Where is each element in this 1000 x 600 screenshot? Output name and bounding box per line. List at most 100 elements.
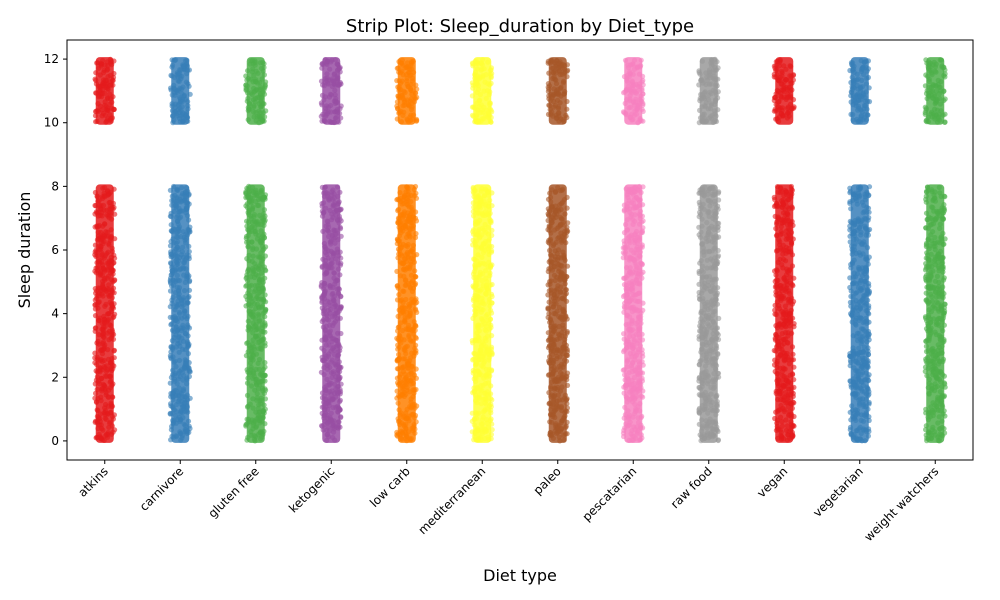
data-point — [476, 104, 482, 110]
data-point — [405, 255, 411, 261]
data-point — [702, 184, 708, 190]
data-point — [477, 217, 483, 223]
data-point — [551, 364, 557, 371]
data-point — [328, 410, 334, 416]
data-point — [699, 274, 705, 280]
data-point — [471, 422, 477, 428]
data-point — [395, 285, 401, 291]
data-point — [697, 206, 704, 212]
data-point — [409, 207, 415, 213]
data-point — [334, 356, 340, 362]
data-point — [182, 400, 188, 406]
data-point — [624, 217, 630, 223]
data-point — [625, 62, 631, 68]
data-point — [472, 369, 478, 375]
data-point — [711, 356, 717, 362]
data-point — [786, 361, 793, 367]
data-point — [631, 386, 637, 392]
data-point — [773, 292, 779, 298]
data-point — [779, 262, 785, 268]
data-point — [714, 401, 720, 407]
data-point — [96, 317, 102, 323]
data-point — [550, 348, 557, 354]
data-point — [322, 327, 328, 334]
data-point — [169, 390, 175, 397]
data-point — [413, 190, 419, 196]
data-point — [632, 411, 638, 417]
data-point — [258, 65, 265, 71]
data-point — [620, 430, 627, 436]
data-point — [398, 410, 404, 416]
data-point — [545, 345, 552, 351]
data-point — [640, 307, 646, 313]
data-point — [167, 304, 173, 310]
data-point — [638, 385, 644, 391]
data-point — [174, 272, 180, 279]
data-point — [261, 336, 267, 342]
data-point — [484, 286, 490, 292]
data-point — [244, 297, 250, 303]
data-point — [786, 218, 792, 224]
data-point — [546, 240, 552, 246]
data-point — [783, 427, 790, 433]
data-point — [325, 298, 331, 304]
data-point — [785, 340, 791, 346]
data-point — [710, 319, 716, 325]
data-point — [409, 425, 415, 431]
data-point — [486, 192, 492, 198]
data-point — [101, 286, 108, 292]
data-point — [786, 412, 792, 418]
data-point — [777, 256, 783, 262]
data-point — [109, 368, 115, 374]
data-point — [711, 191, 718, 197]
data-point — [407, 215, 413, 221]
data-point — [334, 338, 340, 344]
data-point — [94, 386, 100, 393]
data-point — [398, 87, 404, 93]
data-point — [470, 297, 476, 303]
data-point — [327, 66, 333, 72]
data-point — [318, 78, 325, 84]
data-point — [173, 324, 179, 330]
data-point — [400, 94, 406, 100]
data-point — [249, 69, 255, 75]
data-point — [322, 352, 328, 358]
data-point — [477, 269, 483, 275]
data-point — [475, 293, 481, 299]
data-point — [338, 115, 344, 121]
data-point — [773, 248, 780, 254]
strip-raw-food — [696, 56, 722, 444]
data-point — [634, 64, 641, 70]
data-point — [708, 407, 714, 413]
data-point — [787, 226, 793, 233]
data-point — [109, 382, 115, 388]
data-point — [184, 404, 190, 410]
data-point — [482, 247, 488, 253]
data-point — [621, 309, 627, 315]
data-point — [322, 271, 328, 277]
data-point — [482, 429, 488, 435]
data-point — [335, 419, 341, 425]
data-point — [781, 436, 787, 442]
data-point — [407, 227, 413, 233]
data-point — [489, 333, 495, 339]
data-point — [477, 91, 483, 98]
data-point — [322, 335, 328, 341]
data-point — [186, 294, 192, 300]
data-point — [713, 412, 719, 418]
data-point — [187, 425, 193, 432]
data-point — [780, 384, 787, 390]
data-point — [185, 118, 191, 124]
data-point — [639, 350, 646, 356]
data-point — [251, 85, 257, 92]
data-point — [473, 238, 479, 244]
data-point — [791, 364, 797, 370]
data-point — [545, 84, 551, 90]
data-point — [256, 94, 262, 100]
data-point — [176, 208, 183, 214]
data-point — [173, 388, 179, 394]
data-point — [245, 244, 251, 250]
data-point — [712, 366, 719, 372]
data-point — [489, 243, 495, 250]
